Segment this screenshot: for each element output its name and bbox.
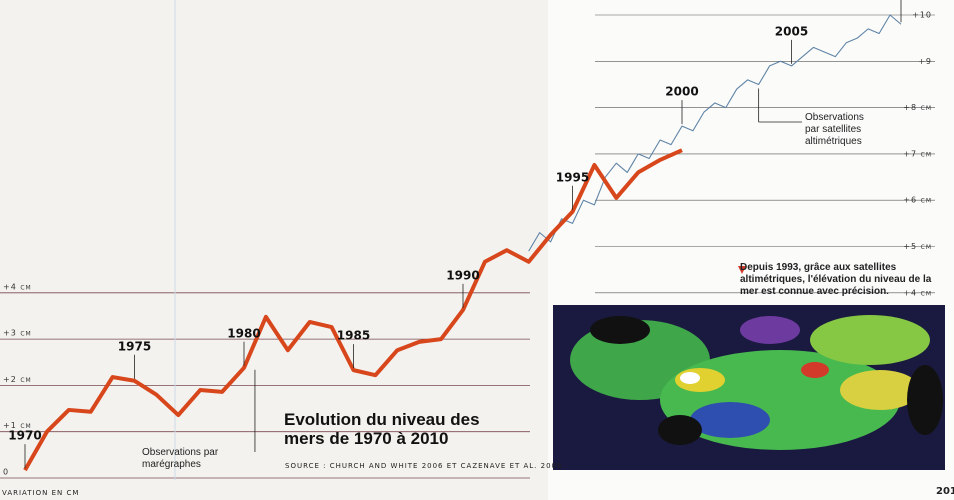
y-tick-label: +4 cm bbox=[903, 288, 932, 297]
x-tick-label: 1995 bbox=[556, 170, 589, 184]
y-tick-label: +8 cm bbox=[903, 103, 932, 112]
series-line bbox=[528, 14, 902, 252]
y-tick-label: +4 cm bbox=[3, 282, 32, 291]
y-tick-label: +10 bbox=[912, 11, 932, 20]
y-tick-label: +2 cm bbox=[3, 375, 32, 384]
y-tick-label: 0 bbox=[3, 468, 9, 477]
x-tick-label: 1980 bbox=[227, 326, 260, 340]
y-axis-label: Variation en cm bbox=[2, 489, 80, 497]
y-tick-label: +7 cm bbox=[903, 149, 932, 158]
y-tick-label: +1 cm bbox=[3, 421, 32, 430]
caption-marker bbox=[738, 266, 746, 274]
x-tick-label: 2000 bbox=[665, 85, 698, 99]
y-tick-label: +9 bbox=[918, 57, 932, 66]
x-tick-label: 1970 bbox=[8, 429, 41, 443]
x-tick-label: 1975 bbox=[118, 339, 151, 353]
series-annotation: Observations par satellites altimétrique… bbox=[805, 112, 864, 147]
caption: Depuis 1993, grâce aux satellites altimé… bbox=[740, 262, 932, 297]
source: Source : Church and White 2006 et Cazena… bbox=[285, 462, 563, 470]
x-tick-label: 2005 bbox=[775, 24, 808, 38]
y-tick-label: +6 cm bbox=[903, 196, 932, 205]
y-tick-label: +3 cm bbox=[3, 329, 32, 338]
series-annotation: Observations par marégraphes bbox=[142, 447, 219, 470]
x-tick-label: 1990 bbox=[446, 268, 479, 282]
chart-title: Evolution du niveau des mers de 1970 à 2… bbox=[284, 410, 480, 448]
y-tick-label: +5 cm bbox=[903, 242, 932, 251]
x-tick-label: 1985 bbox=[337, 329, 370, 343]
page-number: 201 bbox=[936, 486, 954, 497]
series-line bbox=[23, 148, 683, 472]
sea-level-map: 0 +1 cm +2 cm +3 cm +4 cm +4 cm +5 cm +6 cm +7 c… bbox=[0, 11, 945, 479]
